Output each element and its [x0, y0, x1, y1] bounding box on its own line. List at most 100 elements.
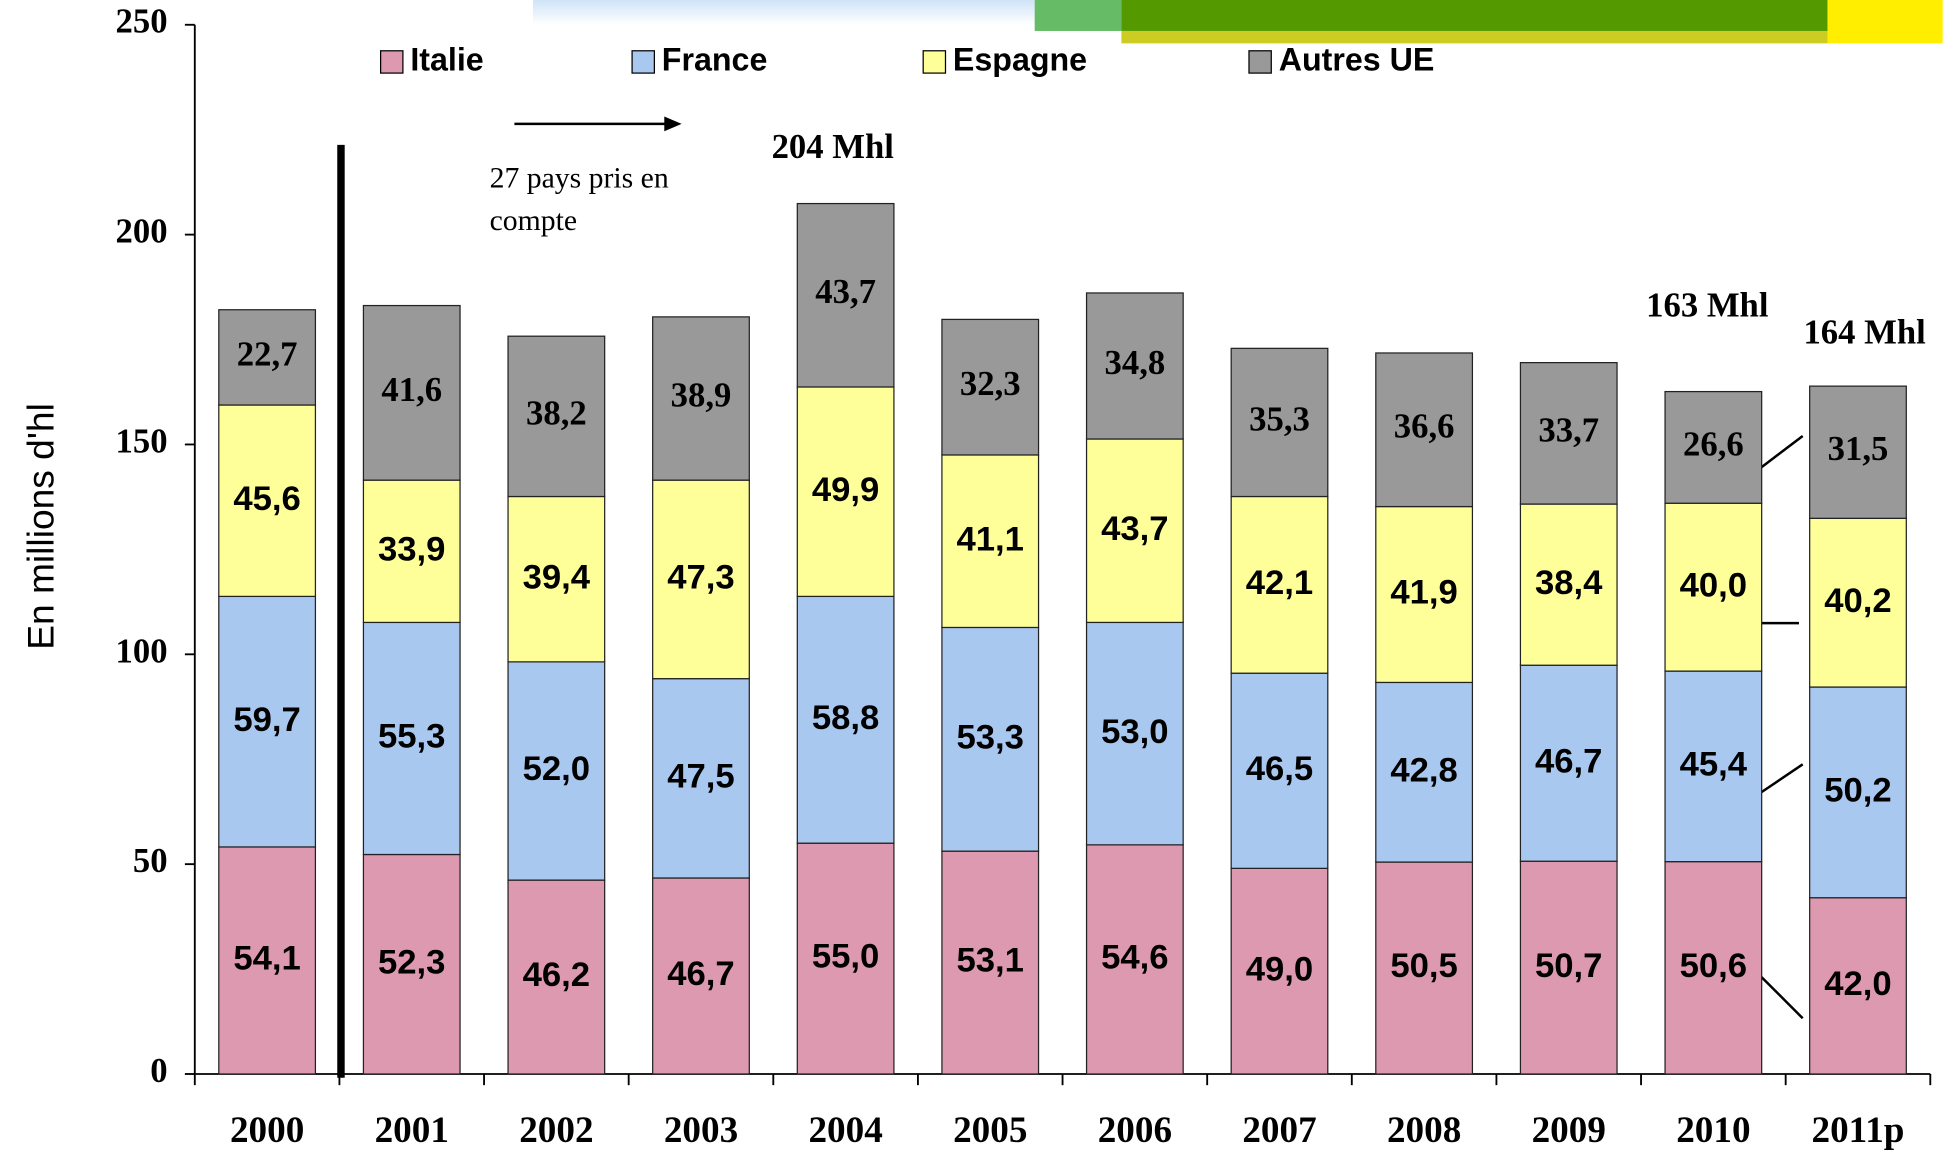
data-label: 39,4: [523, 558, 591, 596]
data-label: 26,6: [1683, 424, 1744, 463]
note: compte: [490, 205, 577, 237]
x-tick-label: 2004: [808, 1110, 882, 1151]
bar-segment: [1230, 495, 1329, 674]
data-label: 45,6: [233, 480, 300, 518]
data-label: 40,2: [1824, 582, 1891, 620]
data-label: 35,3: [1249, 399, 1310, 438]
bar-segment: [218, 309, 317, 406]
x-tick-label: 2002: [519, 1110, 593, 1151]
bar-segment: [218, 404, 317, 598]
data-label: 53,0: [1101, 713, 1168, 751]
data-label: 32,3: [960, 364, 1021, 403]
legend-label: France: [662, 41, 768, 77]
bar-segment: [218, 595, 317, 848]
bar-segment: [652, 479, 750, 680]
data-label: 54,6: [1101, 939, 1168, 977]
decor: [1121, 0, 1828, 31]
bar-segment: [1375, 861, 1474, 1075]
bar-segment: [1809, 517, 1907, 688]
decor: [1034, 0, 1122, 31]
annotation: 204 Mhl: [772, 127, 895, 166]
data-label: 54,1: [233, 940, 300, 978]
legend-swatch: [631, 50, 655, 74]
bar-segment: [1230, 672, 1329, 869]
bar-segment: [1085, 844, 1184, 1075]
y-tick-label: 150: [116, 421, 168, 460]
bar-segment: [1809, 897, 1907, 1075]
bar-segment: [507, 661, 606, 881]
bar-segment: [507, 335, 606, 498]
bar-segment: [941, 454, 1040, 629]
bar-segment: [1230, 347, 1329, 498]
bar-segment: [1664, 861, 1763, 1075]
note: 27 pays pris en: [490, 163, 669, 195]
data-label: 50,2: [1824, 772, 1891, 810]
decor: [532, 0, 1035, 25]
x-tick-label: 2007: [1242, 1110, 1316, 1151]
legend-swatch: [922, 50, 947, 74]
data-label: 38,2: [526, 393, 587, 432]
data-label: 42,8: [1390, 751, 1457, 789]
data-label: 40,0: [1680, 566, 1747, 604]
bar-segment: [796, 202, 895, 388]
legend-swatch: [379, 50, 404, 74]
x-tick-label: 2003: [664, 1110, 738, 1151]
bar-segment: [362, 304, 461, 481]
data-label: 45,4: [1680, 746, 1748, 784]
data-label: 41,6: [381, 370, 442, 409]
x-tick-label: 2000: [230, 1110, 304, 1151]
data-label: 50,7: [1535, 947, 1602, 985]
bar-segment: [796, 842, 895, 1075]
y-tick-label: 50: [133, 841, 168, 880]
data-label: 34,8: [1105, 343, 1166, 382]
x-tick-label: 2011p: [1812, 1110, 1905, 1151]
data-label: 46,5: [1246, 750, 1313, 788]
bar-segment: [1085, 621, 1184, 846]
data-label: 52,3: [378, 943, 445, 981]
data-label: 36,6: [1394, 407, 1455, 446]
legend-label: Italie: [410, 41, 483, 77]
legend-label: Autres UE: [1279, 41, 1435, 77]
data-label: 59,7: [233, 701, 300, 739]
bar-segment: [1664, 670, 1763, 863]
data-label: 47,5: [667, 757, 734, 795]
data-label: 50,5: [1390, 947, 1457, 985]
bar-segment: [1230, 867, 1329, 1075]
data-label: 38,4: [1535, 564, 1603, 602]
data-label: 42,1: [1246, 564, 1313, 602]
bar-segment: [218, 846, 317, 1075]
y-tick-label: 250: [116, 2, 168, 41]
bar-segment: [1664, 390, 1763, 504]
bar-segment: [1519, 664, 1618, 862]
data-label: 58,8: [812, 699, 879, 737]
data-label: 52,0: [523, 750, 590, 788]
annotation: 164 Mhl: [1803, 313, 1926, 352]
bar-segment: [941, 850, 1040, 1075]
bar-segment: [1519, 503, 1618, 666]
data-label: 43,7: [1101, 510, 1168, 548]
data-label: 22,7: [237, 334, 298, 373]
data-label: 31,5: [1828, 429, 1889, 468]
data-label: 55,3: [378, 718, 445, 756]
bar-segment: [1809, 385, 1907, 519]
x-tick-label: 2010: [1676, 1110, 1750, 1151]
bar-segment: [1375, 505, 1474, 684]
data-label: 49,9: [812, 471, 879, 509]
data-label: 46,7: [1535, 742, 1602, 780]
y-tick-label: 200: [116, 212, 168, 251]
data-label: 33,9: [378, 530, 445, 568]
bar-segment: [362, 621, 461, 856]
arrow-head: [664, 116, 682, 132]
bar-segment: [941, 626, 1040, 852]
data-label: 50,6: [1680, 947, 1747, 985]
decor: [1827, 0, 1943, 44]
bar-segment: [507, 879, 606, 1075]
annotation: 163 Mhl: [1646, 285, 1769, 324]
bar-segment: [1519, 860, 1618, 1075]
bar-segment: [941, 318, 1040, 456]
bar-segment: [652, 678, 750, 879]
data-label: 53,3: [956, 718, 1023, 756]
data-label: 46,2: [523, 956, 590, 994]
y-axis-label: En millions d'hl: [19, 403, 61, 650]
